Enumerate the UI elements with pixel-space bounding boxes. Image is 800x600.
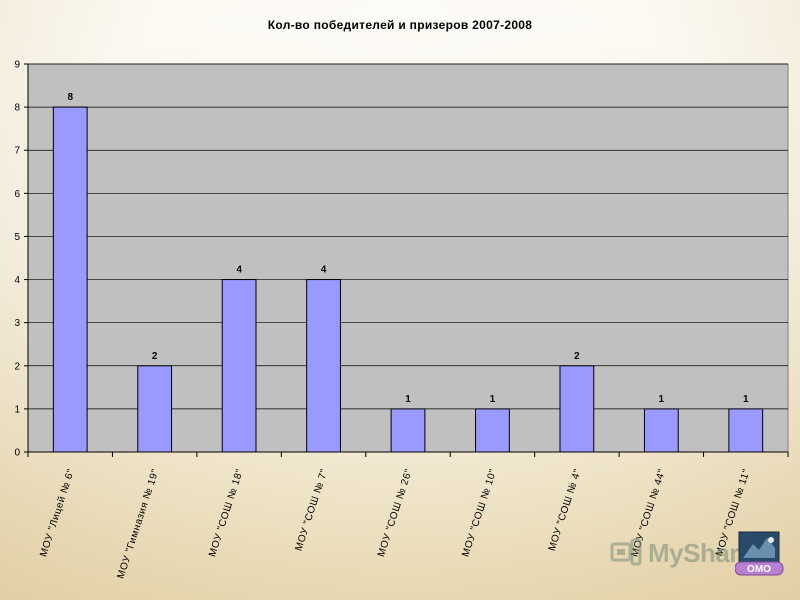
category-label-2: МОУ "Гимназия № 19" [116, 468, 162, 581]
bar-1 [52, 106, 88, 453]
data-label-2: 2 [152, 351, 158, 362]
bar-9 [728, 408, 764, 453]
y-tick-label: 2 [14, 361, 20, 372]
y-tick-label: 5 [14, 232, 20, 243]
y-tick-label: 9 [14, 60, 20, 71]
data-label-8: 1 [659, 394, 665, 405]
bars [52, 106, 764, 453]
y-tick-label: 8 [14, 103, 20, 114]
data-label-7: 2 [574, 351, 580, 362]
y-tick-label: 6 [14, 189, 20, 200]
y-tick-label: 0 [14, 448, 20, 459]
myshared-logo-icon [610, 538, 642, 566]
category-label-5: МОУ "СОШ № 26" [376, 468, 415, 559]
category-label-1: МОУ "Лицей № 6" [38, 468, 77, 559]
y-tick-label: 1 [14, 404, 20, 415]
y-tick-label: 4 [14, 275, 20, 286]
bar-3 [221, 279, 257, 453]
omo-logo-text: ОМО [747, 564, 771, 575]
y-tick-label: 3 [14, 318, 20, 329]
data-label-1: 8 [67, 92, 73, 103]
y-tick-label: 7 [14, 146, 20, 157]
data-label-9: 1 [743, 394, 749, 405]
bar-4 [306, 279, 341, 453]
data-label-3: 4 [236, 265, 242, 276]
category-label-6: МОУ "СОШ № 10" [460, 468, 499, 559]
omo-logo-icon: ОМО [735, 531, 784, 576]
bar-8 [643, 408, 679, 453]
axes [24, 63, 789, 457]
chart-title: Кол-во победителей и призеров 2007-2008 [267, 18, 533, 32]
data-label-4: 4 [321, 265, 327, 276]
category-label-7: МОУ "СОШ № 4" [547, 468, 584, 553]
category-label-3: МОУ "СОШ № 18" [207, 468, 246, 559]
category-label-4: МОУ "СОШ № 7" [293, 468, 330, 553]
bar-2 [137, 365, 173, 453]
data-label-5: 1 [405, 394, 411, 405]
data-label-6: 1 [490, 394, 496, 405]
bar-7 [559, 365, 595, 453]
bar-6 [475, 408, 510, 453]
bar-5 [390, 408, 426, 453]
